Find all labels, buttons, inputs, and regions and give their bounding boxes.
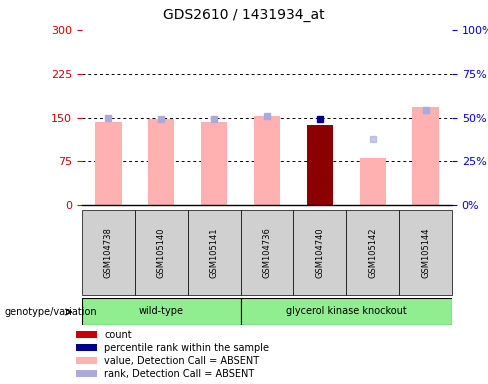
- Bar: [95, 122, 122, 205]
- Bar: [254, 116, 280, 205]
- Bar: [82, 298, 241, 325]
- Bar: [360, 158, 386, 205]
- Bar: [76, 358, 97, 364]
- Bar: [148, 119, 175, 205]
- Text: GSM105142: GSM105142: [368, 227, 377, 278]
- Bar: [346, 210, 399, 295]
- Text: genotype/variation: genotype/variation: [5, 307, 98, 317]
- Text: value, Detection Call = ABSENT: value, Detection Call = ABSENT: [104, 356, 260, 366]
- Bar: [241, 298, 452, 325]
- Bar: [412, 107, 439, 205]
- Text: rank, Detection Call = ABSENT: rank, Detection Call = ABSENT: [104, 369, 255, 379]
- Bar: [76, 344, 97, 351]
- Text: GSM104738: GSM104738: [104, 227, 113, 278]
- Text: wild-type: wild-type: [139, 306, 184, 316]
- Bar: [135, 210, 188, 295]
- Text: count: count: [104, 330, 132, 340]
- Bar: [293, 210, 346, 295]
- Text: GSM104736: GSM104736: [263, 227, 271, 278]
- Bar: [188, 210, 241, 295]
- Bar: [76, 370, 97, 377]
- Bar: [76, 331, 97, 338]
- Text: GSM105140: GSM105140: [157, 227, 166, 278]
- Bar: [82, 210, 135, 295]
- Bar: [241, 210, 293, 295]
- Text: glycerol kinase knockout: glycerol kinase knockout: [286, 306, 407, 316]
- Text: GSM104740: GSM104740: [315, 227, 325, 278]
- Bar: [201, 122, 227, 205]
- Bar: [306, 124, 333, 205]
- Bar: [399, 210, 452, 295]
- Text: GSM105141: GSM105141: [210, 227, 219, 278]
- Text: percentile rank within the sample: percentile rank within the sample: [104, 343, 269, 353]
- Text: GSM105144: GSM105144: [421, 227, 430, 278]
- Text: GDS2610 / 1431934_at: GDS2610 / 1431934_at: [163, 8, 325, 22]
